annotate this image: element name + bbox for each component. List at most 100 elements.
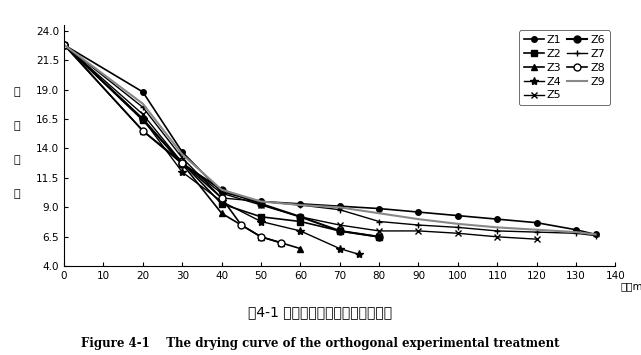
- Line: Z6: Z6: [61, 42, 383, 240]
- Z9: [257, 200, 265, 204]
- Text: 量: 量: [14, 189, 21, 199]
- Z7: [297, 203, 304, 207]
- Z5: [218, 191, 226, 195]
- Z8: [257, 235, 265, 239]
- Z4: [336, 246, 344, 251]
- Z6: [297, 215, 304, 219]
- Z7: [494, 229, 501, 233]
- Z7: [415, 223, 422, 227]
- Z9: [454, 222, 462, 226]
- Line: Z4: Z4: [60, 41, 363, 259]
- Text: 水: 水: [14, 87, 21, 97]
- Z5: [60, 43, 68, 47]
- Z3: [277, 241, 285, 245]
- Z5: [139, 112, 147, 116]
- Z1: [592, 232, 599, 236]
- Z7: [139, 105, 147, 109]
- Z9: [60, 43, 68, 47]
- Z1: [139, 90, 147, 94]
- Z7: [454, 225, 462, 230]
- Text: 分: 分: [14, 121, 21, 131]
- Z1: [60, 43, 68, 47]
- Z5: [336, 223, 344, 227]
- Z9: [178, 152, 186, 157]
- Z7: [60, 43, 68, 47]
- Z1: [572, 228, 580, 232]
- Z9: [218, 187, 226, 192]
- Z2: [139, 118, 147, 122]
- Z5: [454, 231, 462, 235]
- Z6: [336, 229, 344, 233]
- Z4: [297, 229, 304, 233]
- Z2: [336, 229, 344, 233]
- Line: Z3: Z3: [61, 42, 304, 252]
- Z7: [257, 200, 265, 204]
- Z4: [257, 219, 265, 224]
- Z2: [218, 202, 226, 206]
- Line: Z8: Z8: [61, 42, 284, 246]
- Z4: [60, 43, 68, 47]
- Z8: [178, 160, 186, 165]
- Z4: [218, 200, 226, 204]
- Z6: [218, 187, 226, 192]
- Z3: [139, 129, 147, 133]
- Z7: [218, 196, 226, 200]
- Line: Z5: Z5: [61, 42, 540, 242]
- Z3: [218, 211, 226, 215]
- Z8: [237, 223, 245, 227]
- Z1: [375, 206, 383, 211]
- Z9: [139, 102, 147, 106]
- Z5: [375, 229, 383, 233]
- Z8: [277, 241, 285, 245]
- Line: Z1: Z1: [62, 42, 599, 237]
- Z2: [60, 43, 68, 47]
- Z7: [375, 219, 383, 224]
- Z7: [336, 208, 344, 212]
- Z4: [178, 170, 186, 174]
- Z1: [178, 150, 186, 154]
- Z5: [494, 235, 501, 239]
- Z1: [454, 213, 462, 218]
- Z9: [415, 217, 422, 221]
- Z5: [533, 237, 540, 241]
- Z5: [297, 215, 304, 219]
- Z4: [139, 117, 147, 121]
- Z1: [494, 217, 501, 221]
- Z9: [336, 205, 344, 209]
- Z7: [572, 231, 580, 235]
- Line: Z7: Z7: [61, 42, 599, 239]
- Z3: [257, 235, 265, 239]
- Text: 图4-1 不同干燥因素组合的干燥曲线: 图4-1 不同干燥因素组合的干燥曲线: [249, 305, 392, 319]
- Z1: [336, 204, 344, 208]
- Z3: [178, 162, 186, 166]
- Line: Z9: Z9: [64, 45, 595, 234]
- Z7: [178, 156, 186, 160]
- Z5: [178, 160, 186, 165]
- Z9: [494, 225, 501, 230]
- Z1: [415, 210, 422, 214]
- Z9: [533, 228, 540, 232]
- Z6: [257, 202, 265, 206]
- Text: Figure 4-1    The drying curve of the orthogonal experimental treatment: Figure 4-1 The drying curve of the ortho…: [81, 337, 560, 350]
- Z2: [257, 215, 265, 219]
- Z9: [297, 203, 304, 207]
- Legend: Z1, Z2, Z3, Z4, Z5, Z6, Z7, Z8, Z9: Z1, Z2, Z3, Z4, Z5, Z6, Z7, Z8, Z9: [519, 31, 610, 105]
- Z3: [297, 246, 304, 251]
- Z9: [375, 211, 383, 215]
- Z8: [139, 129, 147, 133]
- Z1: [257, 200, 265, 204]
- Z1: [297, 202, 304, 206]
- Z6: [178, 162, 186, 166]
- Z9: [592, 232, 599, 236]
- Z6: [375, 235, 383, 239]
- Z5: [415, 229, 422, 233]
- Z2: [178, 160, 186, 165]
- Z1: [533, 220, 540, 225]
- Z8: [218, 196, 226, 200]
- Z7: [533, 230, 540, 234]
- Z2: [375, 235, 383, 239]
- Z2: [297, 219, 304, 224]
- Z4: [356, 252, 363, 257]
- Line: Z2: Z2: [62, 42, 382, 240]
- Z6: [60, 43, 68, 47]
